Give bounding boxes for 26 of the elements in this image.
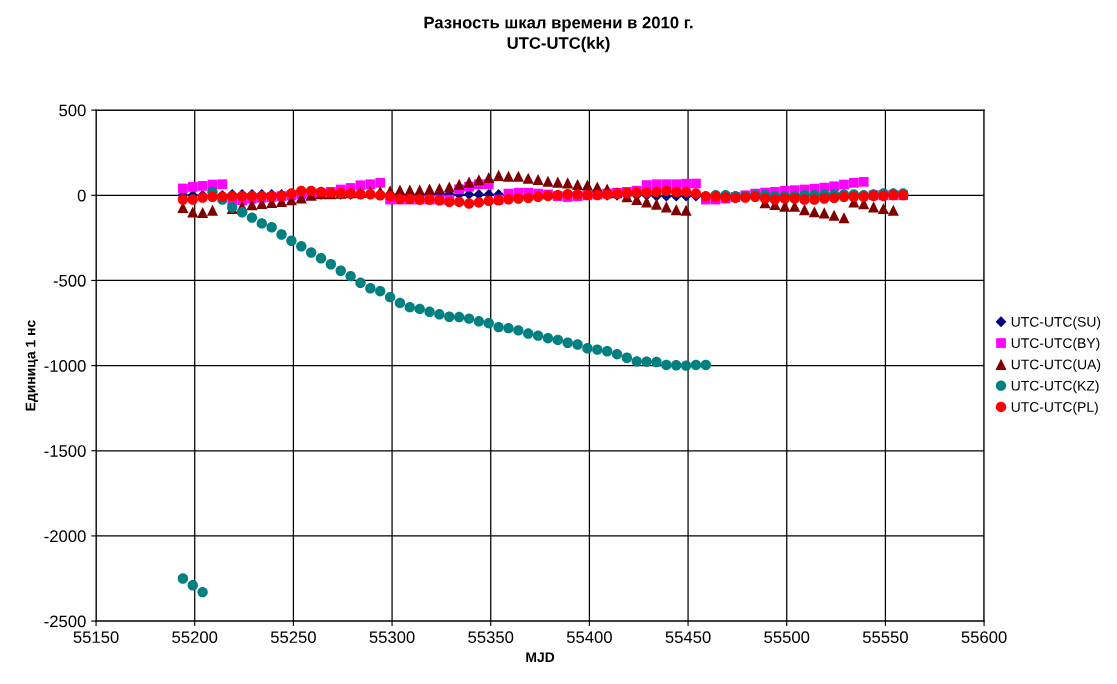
legend-label: UTC-UTC(BY) bbox=[1011, 337, 1100, 351]
x-tick-label: 55400 bbox=[566, 631, 612, 644]
y-tick-label: 500 bbox=[59, 104, 86, 117]
legend-label: UTC-UTC(UA) bbox=[1011, 359, 1101, 373]
chart-title: Разность шкал времени в 2010 г. bbox=[424, 16, 693, 32]
x-tick-label: 55600 bbox=[961, 631, 1007, 644]
legend-label: UTC-UTC(PL) bbox=[1011, 401, 1098, 415]
x-tick-label: 55300 bbox=[369, 631, 415, 644]
y-axis-title: Единица 1 нс bbox=[25, 320, 39, 411]
x-axis-title: MJD bbox=[526, 652, 555, 663]
y-tick-label: -1000 bbox=[44, 360, 86, 372]
legend-label: UTC-UTC(KZ) bbox=[1011, 380, 1099, 394]
x-tick-label: 55350 bbox=[468, 631, 514, 644]
y-tick-label: -2500 bbox=[44, 615, 86, 628]
x-tick-label: 55200 bbox=[172, 631, 218, 644]
y-tick-label: -2000 bbox=[44, 530, 86, 543]
legend-label: UTC-UTC(SU) bbox=[1011, 316, 1101, 330]
x-tick-label: 55250 bbox=[270, 631, 316, 644]
y-tick-label: 0 bbox=[77, 189, 86, 202]
chart-subtitle: UTC-UTC(kk) bbox=[507, 36, 610, 53]
x-tick-label: 55450 bbox=[665, 631, 711, 644]
x-tick-label: 55550 bbox=[862, 631, 908, 644]
x-tick-label: 55500 bbox=[764, 631, 810, 644]
y-tick-label: -1500 bbox=[44, 445, 86, 457]
y-tick-label: -500 bbox=[53, 274, 86, 287]
x-tick-label: 55150 bbox=[73, 631, 119, 644]
